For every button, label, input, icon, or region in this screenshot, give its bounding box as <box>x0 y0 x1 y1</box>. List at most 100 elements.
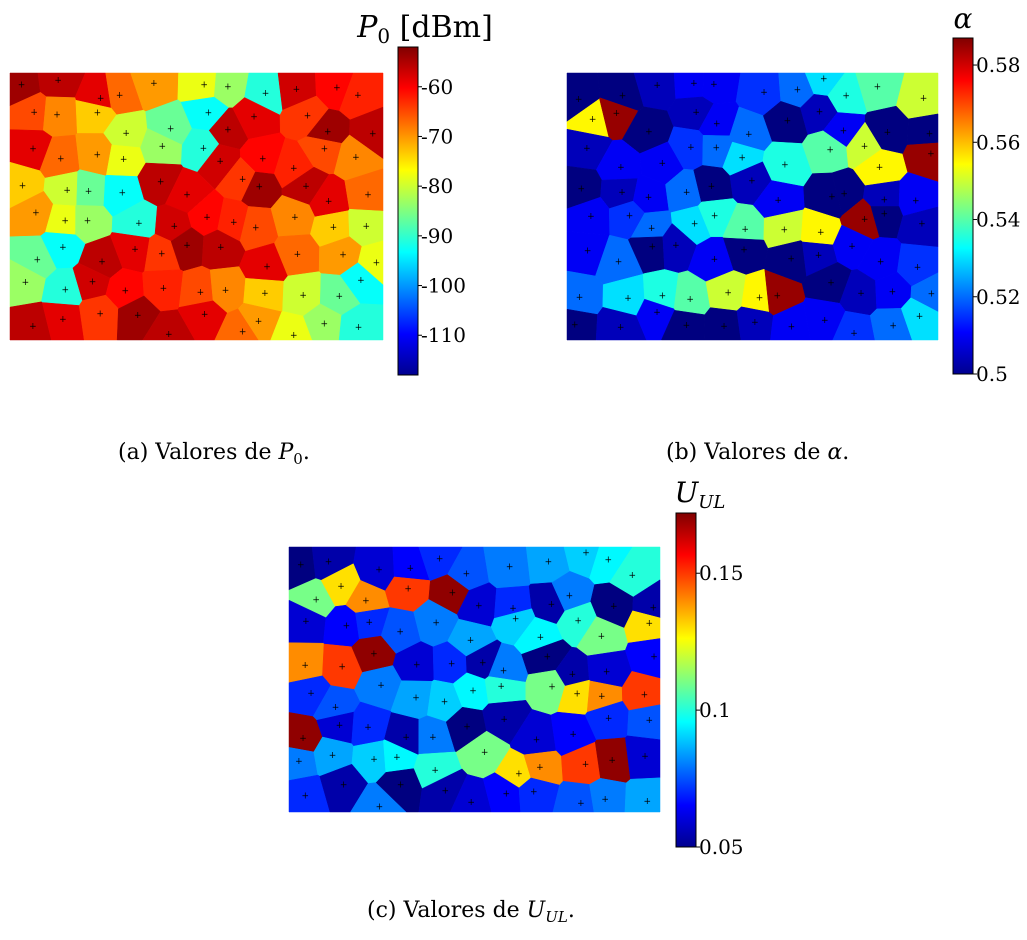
site-marker: + <box>304 112 312 122</box>
site-marker: + <box>290 164 298 174</box>
site-marker: + <box>252 223 260 233</box>
site-marker: + <box>377 681 385 691</box>
site-marker: + <box>203 213 211 223</box>
site-marker: + <box>840 126 848 136</box>
site-marker: + <box>509 604 517 614</box>
site-marker: + <box>262 89 270 99</box>
site-marker: + <box>295 757 303 767</box>
site-marker: + <box>167 124 175 134</box>
site-marker: + <box>302 182 310 192</box>
site-marker: + <box>515 769 523 779</box>
site-marker: + <box>828 193 836 203</box>
site-marker: + <box>467 798 475 808</box>
site-marker: + <box>848 242 856 252</box>
site-marker: + <box>97 94 105 104</box>
site-marker: + <box>118 189 126 199</box>
site-marker: + <box>914 263 922 273</box>
site-marker: + <box>158 249 166 259</box>
site-marker: + <box>18 80 26 90</box>
site-marker: + <box>352 153 360 163</box>
site-marker: + <box>683 321 691 331</box>
site-marker: + <box>373 259 381 269</box>
site-marker: + <box>340 780 348 790</box>
site-marker: + <box>290 331 298 341</box>
colorbar-tick-label: 0.05 <box>699 835 744 859</box>
site-marker: + <box>583 144 591 154</box>
site-marker: + <box>857 289 865 299</box>
site-marker: + <box>571 321 579 331</box>
site-marker: + <box>708 182 716 192</box>
site-marker: + <box>653 81 661 91</box>
site-marker: + <box>646 716 654 726</box>
site-marker: + <box>645 193 653 203</box>
colorbar-tick-label: 0.58 <box>976 53 1021 77</box>
voronoi-cell <box>338 303 384 341</box>
site-marker: + <box>432 619 440 629</box>
colorbar-tick-label: -70 <box>421 124 453 148</box>
site-marker: + <box>587 212 595 222</box>
site-marker: + <box>436 555 444 565</box>
site-marker: + <box>512 615 520 625</box>
voronoi-cell <box>624 777 661 813</box>
site-marker: + <box>850 329 858 339</box>
site-marker: + <box>362 597 370 607</box>
colorbar-tick-label: 0.15 <box>699 561 744 585</box>
site-marker: + <box>756 293 764 303</box>
site-marker: + <box>448 660 456 670</box>
site-marker: + <box>201 310 209 320</box>
colorbar-title-b: α <box>954 2 973 35</box>
site-marker: + <box>376 802 384 812</box>
site-marker: + <box>481 748 489 758</box>
site-marker: + <box>355 323 363 333</box>
site-marker: + <box>159 142 167 152</box>
site-marker: + <box>302 617 310 627</box>
site-marker: + <box>200 80 208 90</box>
site-marker: + <box>332 703 340 713</box>
site-marker: + <box>738 153 746 163</box>
site-marker: + <box>842 92 850 102</box>
site-marker: + <box>122 129 130 139</box>
site-marker: + <box>370 649 378 659</box>
site-marker: + <box>577 799 585 809</box>
site-marker: + <box>150 79 158 89</box>
site-marker: + <box>506 562 514 572</box>
voronoi-cell <box>902 142 939 183</box>
site-marker: + <box>650 653 658 663</box>
site-marker: + <box>94 109 102 119</box>
site-marker: + <box>610 602 618 612</box>
colorbar-ticks-b: 0.5 0.52 0.54 0.56 0.58 <box>973 53 1021 386</box>
caption-c: (c) Valores de UUL. <box>367 898 575 926</box>
site-marker: + <box>884 128 892 138</box>
site-marker: + <box>820 75 828 85</box>
site-marker: + <box>589 115 597 125</box>
site-marker: + <box>413 661 421 671</box>
site-marker: + <box>659 292 667 302</box>
site-marker: + <box>135 219 143 229</box>
caption-b: (b) Valores de α. <box>666 440 849 465</box>
site-marker: + <box>291 213 299 223</box>
site-marker: + <box>312 595 320 605</box>
site-marker: + <box>59 243 67 253</box>
site-marker: + <box>183 241 191 251</box>
site-marker: + <box>578 185 586 195</box>
site-marker: + <box>643 797 651 807</box>
site-marker: + <box>463 569 471 579</box>
site-marker: + <box>84 217 92 227</box>
site-marker: + <box>297 561 305 571</box>
site-marker: + <box>293 85 301 95</box>
site-marker: + <box>337 582 345 592</box>
site-marker: + <box>876 163 884 173</box>
site-marker: + <box>604 555 612 565</box>
site-marker: + <box>569 730 577 740</box>
site-marker: + <box>396 627 404 637</box>
site-marker: + <box>497 682 505 692</box>
site-marker: + <box>335 292 343 302</box>
site-marker: + <box>329 751 337 761</box>
site-marker: + <box>224 82 232 92</box>
caption-a: (a) Valores de P0. <box>118 440 310 468</box>
voronoi-map-a: + + + + + + + + + + + + + + + + + + + + + + + + + + + + + + + + + + + + + + + +… <box>9 72 384 341</box>
site-marker: + <box>53 110 61 120</box>
site-marker: + <box>927 149 935 159</box>
site-marker: + <box>618 188 626 198</box>
site-marker: + <box>575 95 583 105</box>
